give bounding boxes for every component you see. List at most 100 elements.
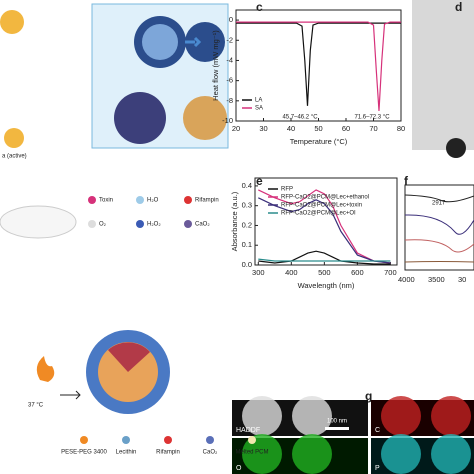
legend-label: RFP-CaO2@PCM@Lec+OI [281,211,356,217]
peak-label: 2917 [432,201,446,207]
legend-label: RFP-CaO2@PCM@Lec+toxin [281,203,362,209]
series-line [236,22,401,106]
tile-label: C [375,427,380,434]
sphere [114,92,166,144]
annotation: 45.7–46.2 °C [282,115,318,121]
arrow [60,390,81,400]
y-tick-label: 0 [229,15,233,24]
tick: 3500 [428,275,445,284]
legend-label: PESE-PEG 3400 [61,450,107,456]
scale-label: 100 nm [327,419,347,425]
legend-label: SA [255,106,263,112]
legend-icon [136,196,144,204]
bacteria [0,10,24,34]
particle [431,396,471,436]
legend-label: RFP-CaO2@PCM@Lec+ethanol [281,195,369,201]
series-line [258,189,391,264]
x-tick-label: 600 [351,268,364,277]
y-tick-label: 0.2 [242,220,252,229]
sphere-core [142,24,178,60]
legend-label: Melted PCM [235,450,268,456]
x-axis-label: Temperature (°C) [290,137,348,146]
tile-label: HADDF [236,427,260,434]
legend-label: Rifampin [195,198,219,204]
x-tick-label: 50 [314,124,322,133]
panel-letter: g [365,389,372,403]
legend-icon [184,220,192,228]
y-tick-label: 0.0 [242,260,252,269]
y-tick-label: -10 [222,116,233,125]
axes-frame [254,177,398,266]
legend-label: RFP [281,187,293,193]
spectrum [404,214,474,235]
legend-label: CaO₂ [195,222,210,228]
label: a (active) [2,154,27,160]
legend-icon [88,196,96,204]
x-tick-label: 30 [259,124,267,133]
y-tick-label: -2 [226,35,233,44]
scale-bar [325,427,349,430]
particle [381,396,421,436]
spectrum [404,261,474,263]
x-tick-label: 70 [369,124,377,133]
legend-label: Toxin [99,198,113,204]
tile-label: O [236,465,242,472]
legend-label: H₂O [147,198,159,204]
annotation: 71.6–72.3 °C [354,115,390,121]
y-axis-label: Absorbance (a.u.) [230,191,239,251]
y-tick-label: 0.4 [242,181,252,190]
legend-icon [122,436,130,444]
tile-label: P [375,465,380,472]
legend-label: H₂O₂ [147,222,161,228]
spectrum [404,194,474,203]
x-tick-label: 500 [318,268,331,277]
x-tick-label: 300 [252,268,265,277]
y-tick-label: -4 [226,55,233,64]
legend-label: Rifampin [156,450,180,456]
bacteria [4,128,24,148]
y-axis-label: Heat flow (mW mg⁻¹) [211,30,220,101]
tick: 4000 [398,275,415,284]
legend-label: LA [255,98,262,104]
panel-letter: c [256,0,263,14]
series-line [258,197,391,264]
sphere [183,96,227,140]
series-line [258,258,391,262]
flame [36,356,55,382]
panel-letter: f [404,174,409,188]
legend-icon [80,436,88,444]
y-tick-label: -8 [226,96,233,105]
panel-letter: d [455,0,462,14]
legend-label: O₂ [99,222,107,228]
x-tick-label: 60 [342,124,350,133]
y-tick-label: 0.1 [242,240,252,249]
spectrum [404,239,474,253]
legend-icon [248,436,256,444]
legend-icon [164,436,172,444]
particle [431,434,471,474]
legend-icon [206,436,214,444]
x-axis-label: Wavelength (nm) [298,281,355,290]
particle [292,396,332,436]
x-tick-label: 400 [285,268,298,277]
x-tick-label: 20 [232,124,240,133]
x-tick-label: 80 [397,124,405,133]
legend-label: CaO₂ [203,450,218,456]
particle [242,396,282,436]
arrow [185,36,202,48]
y-tick-label: 0.3 [242,201,252,210]
temp-label: 37 °C [28,403,44,409]
panel-letter: e [256,174,263,188]
legend-icon [88,220,96,228]
series-line [236,21,401,111]
particle [292,434,332,474]
f-axes [404,184,474,271]
legend-icon [184,196,192,204]
y-tick-label: -6 [226,76,233,85]
particle [381,434,421,474]
x-tick-label: 700 [384,268,397,277]
x-tick-label: 40 [287,124,295,133]
mouse [0,205,77,239]
